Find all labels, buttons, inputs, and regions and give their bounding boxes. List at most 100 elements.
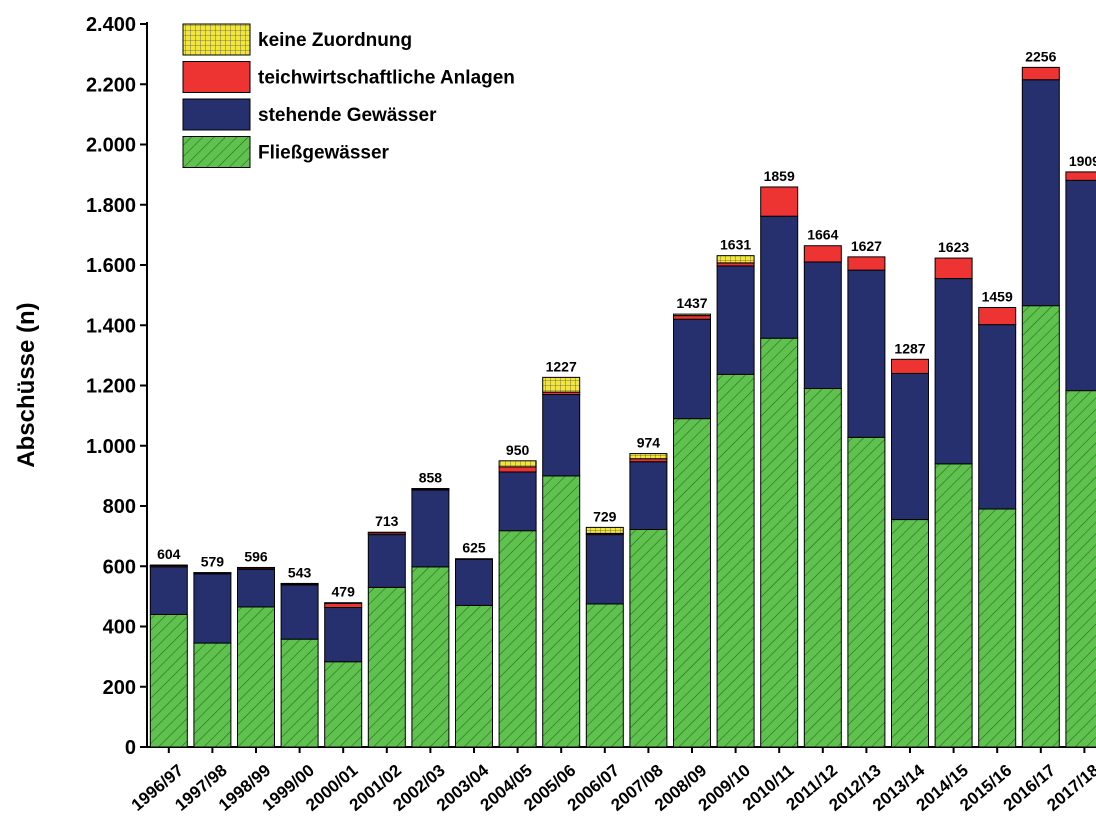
bar-segment bbox=[891, 519, 929, 748]
total-label: 1287 bbox=[894, 340, 925, 356]
bar-segment bbox=[847, 436, 886, 748]
bar-segment bbox=[411, 489, 450, 568]
total-label: 1664 bbox=[807, 227, 838, 243]
bar-segment bbox=[673, 315, 711, 320]
total-label: 596 bbox=[244, 548, 268, 564]
bar-segment bbox=[934, 278, 973, 465]
bar-segment bbox=[542, 376, 581, 393]
bar-segment bbox=[411, 488, 450, 490]
total-label: 579 bbox=[201, 554, 225, 570]
bar-segment bbox=[367, 586, 406, 748]
y-tick-label: 1.200 bbox=[86, 376, 136, 398]
bar-segment bbox=[760, 186, 799, 217]
total-label: 1909 bbox=[1069, 153, 1096, 169]
bar-segment bbox=[280, 584, 319, 640]
bar-segment bbox=[149, 564, 188, 567]
legend-swatch bbox=[182, 61, 251, 93]
bar-segment bbox=[237, 606, 275, 748]
y-tick-label: 2.400 bbox=[86, 14, 136, 36]
total-label: 1627 bbox=[851, 238, 882, 254]
y-tick-label: 200 bbox=[103, 677, 136, 699]
y-tick-label: 800 bbox=[103, 496, 136, 518]
total-label: 1859 bbox=[764, 168, 795, 184]
bar-segment bbox=[411, 566, 450, 748]
bar-segment bbox=[716, 265, 755, 375]
bar-segment bbox=[629, 453, 668, 460]
total-label: 974 bbox=[637, 435, 661, 451]
bar-segment bbox=[280, 582, 319, 585]
bar-segment bbox=[803, 261, 842, 390]
legend-swatch bbox=[182, 136, 251, 168]
bar-segment bbox=[455, 558, 493, 606]
bar-segment bbox=[716, 373, 755, 748]
bar-segment bbox=[1065, 390, 1096, 748]
bar-segment bbox=[280, 638, 319, 748]
bar-segment bbox=[237, 566, 275, 569]
total-label: 729 bbox=[593, 508, 617, 524]
legend-label: stehende Gewässer bbox=[258, 105, 437, 126]
bar-segment bbox=[934, 257, 973, 280]
bar-segment bbox=[1065, 171, 1096, 181]
total-label: 604 bbox=[157, 546, 181, 562]
bar-segment bbox=[542, 475, 581, 748]
legend-label: teichwirtschaftliche Anlagen bbox=[258, 68, 515, 89]
y-tick-label: 1.600 bbox=[86, 255, 136, 277]
bar-segment bbox=[803, 245, 842, 263]
y-tick-label: 600 bbox=[103, 556, 136, 578]
bar-segment bbox=[498, 466, 537, 473]
total-label: 858 bbox=[419, 470, 443, 486]
y-tick-label: 2.000 bbox=[86, 135, 136, 157]
total-label: 543 bbox=[288, 564, 312, 580]
y-tick-label: 400 bbox=[103, 617, 136, 639]
bar-segment bbox=[455, 604, 493, 748]
total-label: 625 bbox=[462, 540, 486, 556]
total-label: 2256 bbox=[1025, 48, 1056, 64]
bar-segment bbox=[934, 463, 973, 748]
y-tick-label: 1.400 bbox=[86, 315, 136, 337]
bar-segment bbox=[760, 215, 799, 339]
total-label: 1623 bbox=[938, 239, 969, 255]
bar-segment bbox=[149, 566, 188, 615]
bar-segment bbox=[716, 255, 755, 264]
bar-segment bbox=[324, 607, 363, 663]
legend-label: Fließgewässer bbox=[258, 143, 390, 164]
y-tick-label: 0 bbox=[125, 737, 136, 759]
y-tick-label: 2.200 bbox=[86, 74, 136, 96]
bar-segment bbox=[847, 256, 886, 271]
bar-segment bbox=[324, 602, 363, 604]
bar-segment bbox=[498, 530, 537, 748]
bar-segment bbox=[760, 337, 799, 748]
total-label: 1227 bbox=[546, 358, 577, 374]
bar-segment bbox=[585, 603, 624, 748]
total-label: 1437 bbox=[676, 295, 707, 311]
bar-segment bbox=[673, 313, 711, 317]
legend-label: keine Zuordnung bbox=[258, 30, 412, 51]
bar-segment bbox=[1065, 179, 1096, 392]
bar-segment bbox=[673, 318, 711, 420]
bar-segment bbox=[978, 306, 1017, 326]
bar-segment bbox=[149, 613, 188, 748]
bar-segment bbox=[585, 534, 624, 605]
legend-swatch bbox=[182, 98, 251, 131]
total-label: 1459 bbox=[982, 288, 1013, 304]
legend-swatch bbox=[182, 23, 251, 56]
bar-segment bbox=[1021, 305, 1060, 748]
bar-segment bbox=[193, 573, 232, 644]
bar-segment bbox=[978, 508, 1017, 748]
y-tick-label: 1.000 bbox=[86, 436, 136, 458]
bar-segment bbox=[542, 394, 581, 477]
bar-segment bbox=[324, 602, 363, 609]
bar-segment bbox=[193, 642, 232, 748]
bar-segment bbox=[629, 528, 668, 748]
bar-segment bbox=[367, 534, 406, 588]
total-label: 1631 bbox=[720, 237, 751, 253]
total-label: 713 bbox=[375, 513, 399, 529]
total-label: 950 bbox=[506, 442, 530, 458]
bar-segment bbox=[367, 531, 406, 534]
bar-segment bbox=[978, 324, 1017, 510]
bar-segment bbox=[193, 572, 232, 574]
y-axis-title: Abschüsse (n) bbox=[13, 302, 40, 467]
bar-segment bbox=[803, 388, 842, 748]
bar-segment bbox=[1021, 79, 1060, 307]
